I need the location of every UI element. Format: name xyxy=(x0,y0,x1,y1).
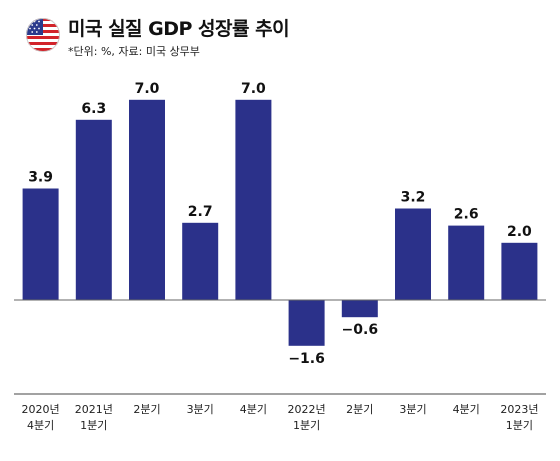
bar-5 xyxy=(288,300,325,346)
bar-value-label-7: 3.2 xyxy=(401,190,426,206)
x-tick-label-5-1: 1분기 xyxy=(293,419,320,432)
bar-value-label-9: 2.0 xyxy=(507,224,532,240)
bar-4 xyxy=(235,99,272,300)
bar-1 xyxy=(75,119,112,300)
bar-8 xyxy=(448,225,485,300)
bar-6 xyxy=(341,300,378,318)
chart-title: 미국 실질 GDP 성장률 추이 xyxy=(68,18,290,40)
bar-value-label-0: 3.9 xyxy=(28,170,53,186)
bar-9 xyxy=(501,242,538,300)
x-tick-label-6-0: 2분기 xyxy=(346,403,373,416)
x-tick-label-0-0: 2020년 xyxy=(22,403,60,416)
x-tick-label-7-0: 3분기 xyxy=(399,403,426,416)
x-tick-label-2-0: 2분기 xyxy=(133,403,160,416)
bar-value-label-1: 6.3 xyxy=(81,101,106,117)
bar-value-label-8: 2.6 xyxy=(454,207,479,223)
bar-value-label-2: 7.0 xyxy=(135,81,160,97)
x-tick-label-3-0: 3분기 xyxy=(187,403,214,416)
bar-value-label-6: −0.6 xyxy=(342,322,379,338)
x-tick-label-4-0: 4분기 xyxy=(240,403,267,416)
bar-7 xyxy=(395,208,431,300)
bar-0 xyxy=(22,188,59,300)
x-tick-label-1-0: 2021년 xyxy=(75,403,113,416)
chart-source-note: *단위: %, 자료: 미국 상무부 xyxy=(68,45,200,58)
x-tick-label-5-0: 2022년 xyxy=(288,403,326,416)
x-tick-label-8-0: 4분기 xyxy=(453,403,480,416)
x-tick-label-9-0: 2023년 xyxy=(500,403,538,416)
us-flag-icon xyxy=(26,18,60,52)
x-tick-label-0-1: 4분기 xyxy=(27,419,54,432)
bar-value-label-4: 7.0 xyxy=(241,81,266,97)
x-tick-label-1-1: 1분기 xyxy=(80,419,107,432)
x-tick-label-group: 2020년 4분기 2021년 1분기 2분기 3분기 4분기 2022년 1분기 2분기 3분기 4… xyxy=(22,403,539,432)
x-tick-label-9-1: 1분기 xyxy=(506,419,533,432)
bar-group xyxy=(22,99,538,346)
bar-value-label-5: −1.6 xyxy=(288,351,325,367)
value-label-group: 3.9 6.3 7.0 2.7 7.0 −1.6 −0.6 3.2 2.6 2.0 xyxy=(28,81,532,367)
bar-2 xyxy=(129,99,165,300)
bar-value-label-3: 2.7 xyxy=(188,204,213,220)
chart-header: 미국 실질 GDP 성장률 추이 *단위: %, 자료: 미국 상무부 xyxy=(0,0,560,70)
bar-3 xyxy=(182,222,219,300)
